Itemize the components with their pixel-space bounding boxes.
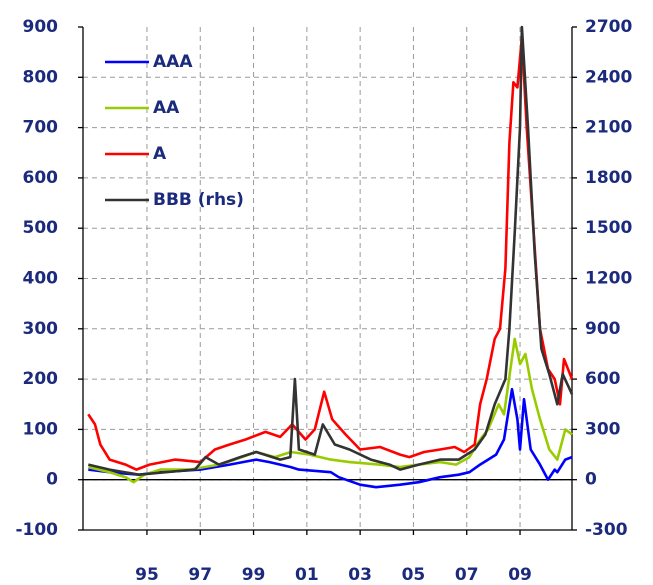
y-tick-label: 800 bbox=[23, 67, 59, 87]
y-tick-label: 100 bbox=[23, 419, 59, 439]
x-tick-label: 07 bbox=[455, 565, 479, 585]
y-tick-label: 200 bbox=[23, 369, 59, 389]
y-tick-label: 0 bbox=[46, 470, 58, 490]
x-tick-label: 05 bbox=[402, 565, 426, 585]
legend-label: BBB (rhs) bbox=[153, 190, 244, 210]
y-tick-label: 400 bbox=[23, 269, 59, 289]
y2-tick-label: 1200 bbox=[585, 269, 632, 289]
x-tick-label: 99 bbox=[242, 565, 266, 585]
y2-tick-label: -300 bbox=[585, 520, 628, 540]
x-tick-label: 97 bbox=[188, 565, 212, 585]
series-line bbox=[88, 387, 573, 489]
y-tick-label: 700 bbox=[23, 118, 59, 138]
y-tick-label: 900 bbox=[23, 17, 59, 37]
legend-label: AA bbox=[153, 98, 180, 118]
x-tick-label: 09 bbox=[508, 565, 532, 585]
y2-tick-label: 1500 bbox=[585, 218, 632, 238]
y-tick-label: 500 bbox=[23, 218, 59, 238]
y-tick-label: -100 bbox=[15, 520, 58, 540]
y2-tick-label: 900 bbox=[585, 319, 621, 339]
y-tick-label: 300 bbox=[23, 319, 59, 339]
y2-tick-label: 600 bbox=[585, 369, 621, 389]
y2-tick-label: 0 bbox=[585, 470, 597, 490]
y2-tick-label: 300 bbox=[585, 419, 621, 439]
series-line bbox=[88, 25, 574, 476]
y2-tick-label: 2700 bbox=[585, 17, 632, 37]
x-tick-label: 01 bbox=[295, 565, 319, 585]
legend-label: A bbox=[153, 144, 167, 164]
y2-tick-label: 2100 bbox=[585, 118, 632, 138]
y-tick-label: 600 bbox=[23, 168, 59, 188]
legend-label: AAA bbox=[153, 52, 193, 72]
y2-tick-label: 2400 bbox=[585, 67, 632, 87]
x-tick-label: 95 bbox=[135, 565, 159, 585]
y2-tick-label: 1800 bbox=[585, 168, 632, 188]
x-tick-label: 03 bbox=[348, 565, 372, 585]
